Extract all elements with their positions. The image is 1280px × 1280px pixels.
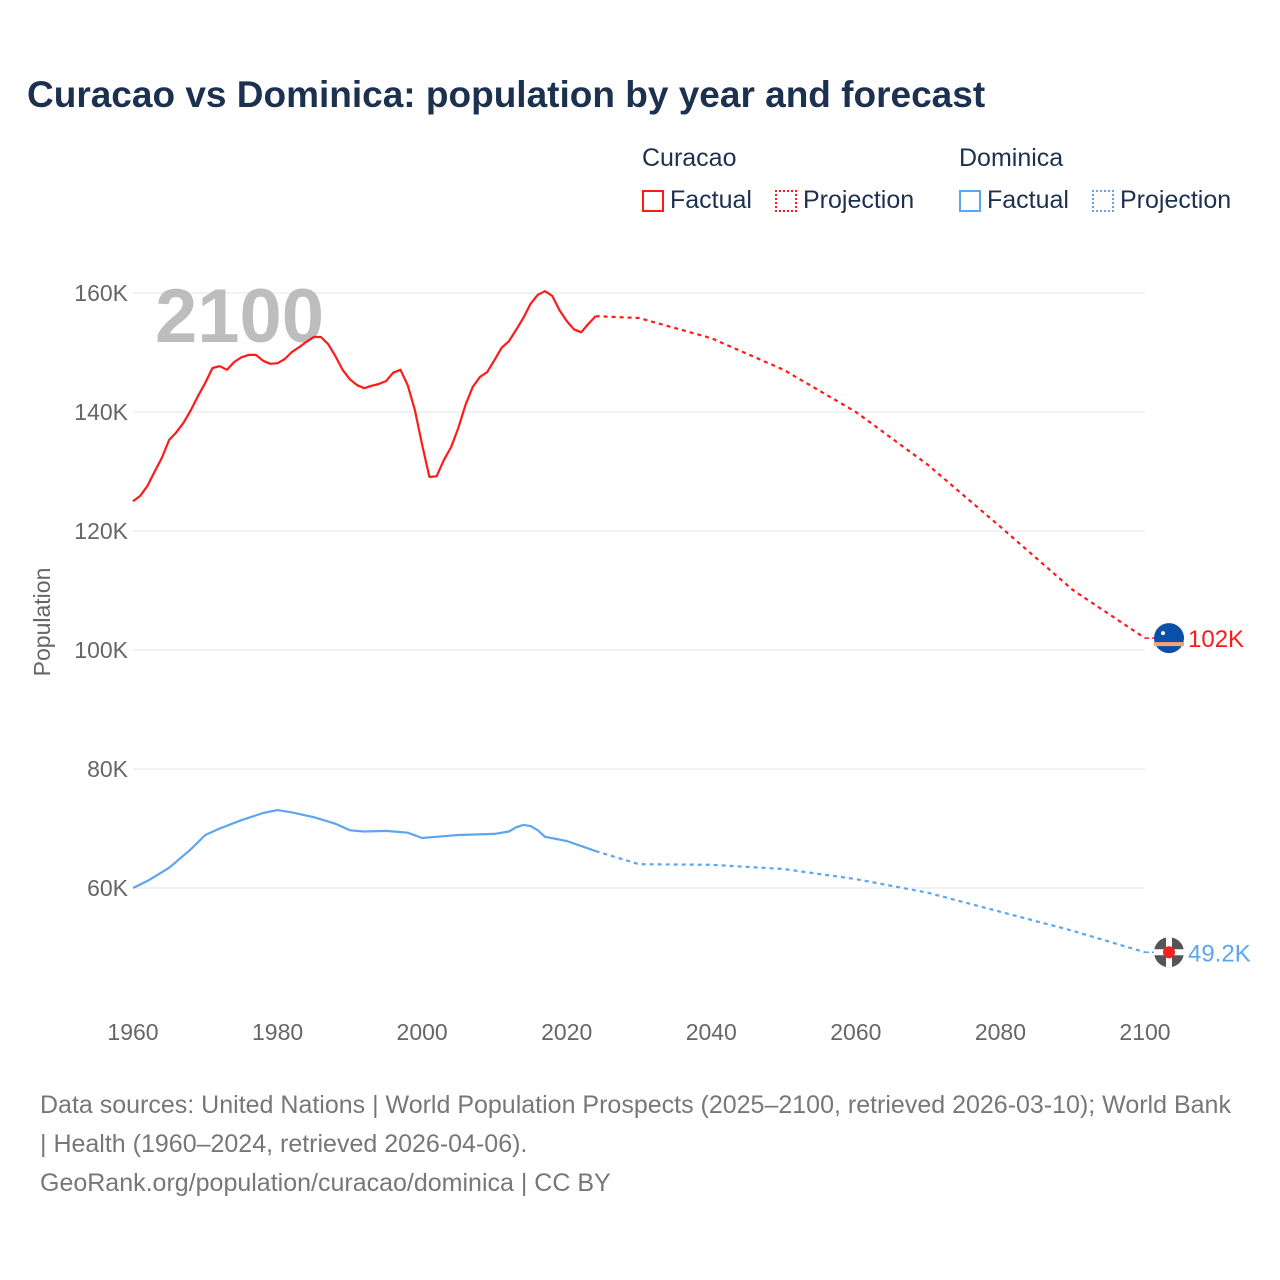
y-tick-label: 120K <box>74 518 128 544</box>
chart-title: Curacao vs Dominica: population by year … <box>27 74 986 115</box>
legend-label: Factual <box>987 186 1069 214</box>
footer: Data sources: United Nations | World Pop… <box>40 1086 1240 1203</box>
source-link[interactable]: GeoRank.org/population/curacao/dominica … <box>40 1169 611 1197</box>
legend-curacao-factual[interactable]: Factual <box>642 186 752 215</box>
dominica-projection-line <box>595 850 1146 954</box>
flag-disc <box>1163 946 1175 959</box>
x-tick-label: 1980 <box>252 1019 303 1045</box>
end-value-label: 49.2K <box>1188 940 1251 967</box>
legend-dominica-projection[interactable]: Projection <box>1092 186 1231 215</box>
end-value-label: 102K <box>1188 626 1244 653</box>
y-tick-label: 160K <box>74 280 128 306</box>
y-tick-label: 60K <box>87 875 129 901</box>
legend-curacao-projection[interactable]: Projection <box>775 186 914 215</box>
x-tick-label: 2060 <box>830 1019 881 1045</box>
legend-label: Projection <box>1120 186 1232 214</box>
legend-group-dominica: Dominica <box>959 144 1064 172</box>
curacao-flag-icon <box>1154 623 1184 654</box>
curacao-projection-line <box>595 315 1146 640</box>
x-tick-label: 2000 <box>397 1019 448 1045</box>
legend-swatch-solid <box>642 189 664 212</box>
data-sources: Data sources: United Nations | World Pop… <box>40 1091 1231 1158</box>
x-tick-label: 2020 <box>541 1019 592 1045</box>
curacao-factual-line <box>132 290 597 503</box>
legend-group-curacao: Curacao <box>642 144 737 172</box>
flag-star <box>1161 631 1165 636</box>
y-tick-label: 100K <box>74 637 128 663</box>
legend-label: Projection <box>803 186 915 214</box>
legend-dominica-factual[interactable]: Factual <box>959 186 1069 215</box>
legend-swatch-solid <box>959 189 981 212</box>
x-tick-label: 2080 <box>975 1019 1026 1045</box>
year-watermark: 2100 <box>155 274 324 359</box>
x-tick-label: 1960 <box>107 1019 158 1045</box>
legend-swatch-dotted <box>775 189 797 212</box>
flag-stripe <box>1154 642 1184 647</box>
y-axis-label: Population <box>29 568 55 677</box>
legend-label: Factual <box>670 186 752 214</box>
legend-swatch-dotted <box>1092 189 1114 212</box>
x-tick-label: 2040 <box>686 1019 737 1045</box>
dominica-factual-line <box>132 809 596 889</box>
x-tick-label: 2100 <box>1119 1019 1170 1045</box>
y-tick-label: 140K <box>74 399 128 425</box>
y-tick-label: 80K <box>87 756 129 782</box>
